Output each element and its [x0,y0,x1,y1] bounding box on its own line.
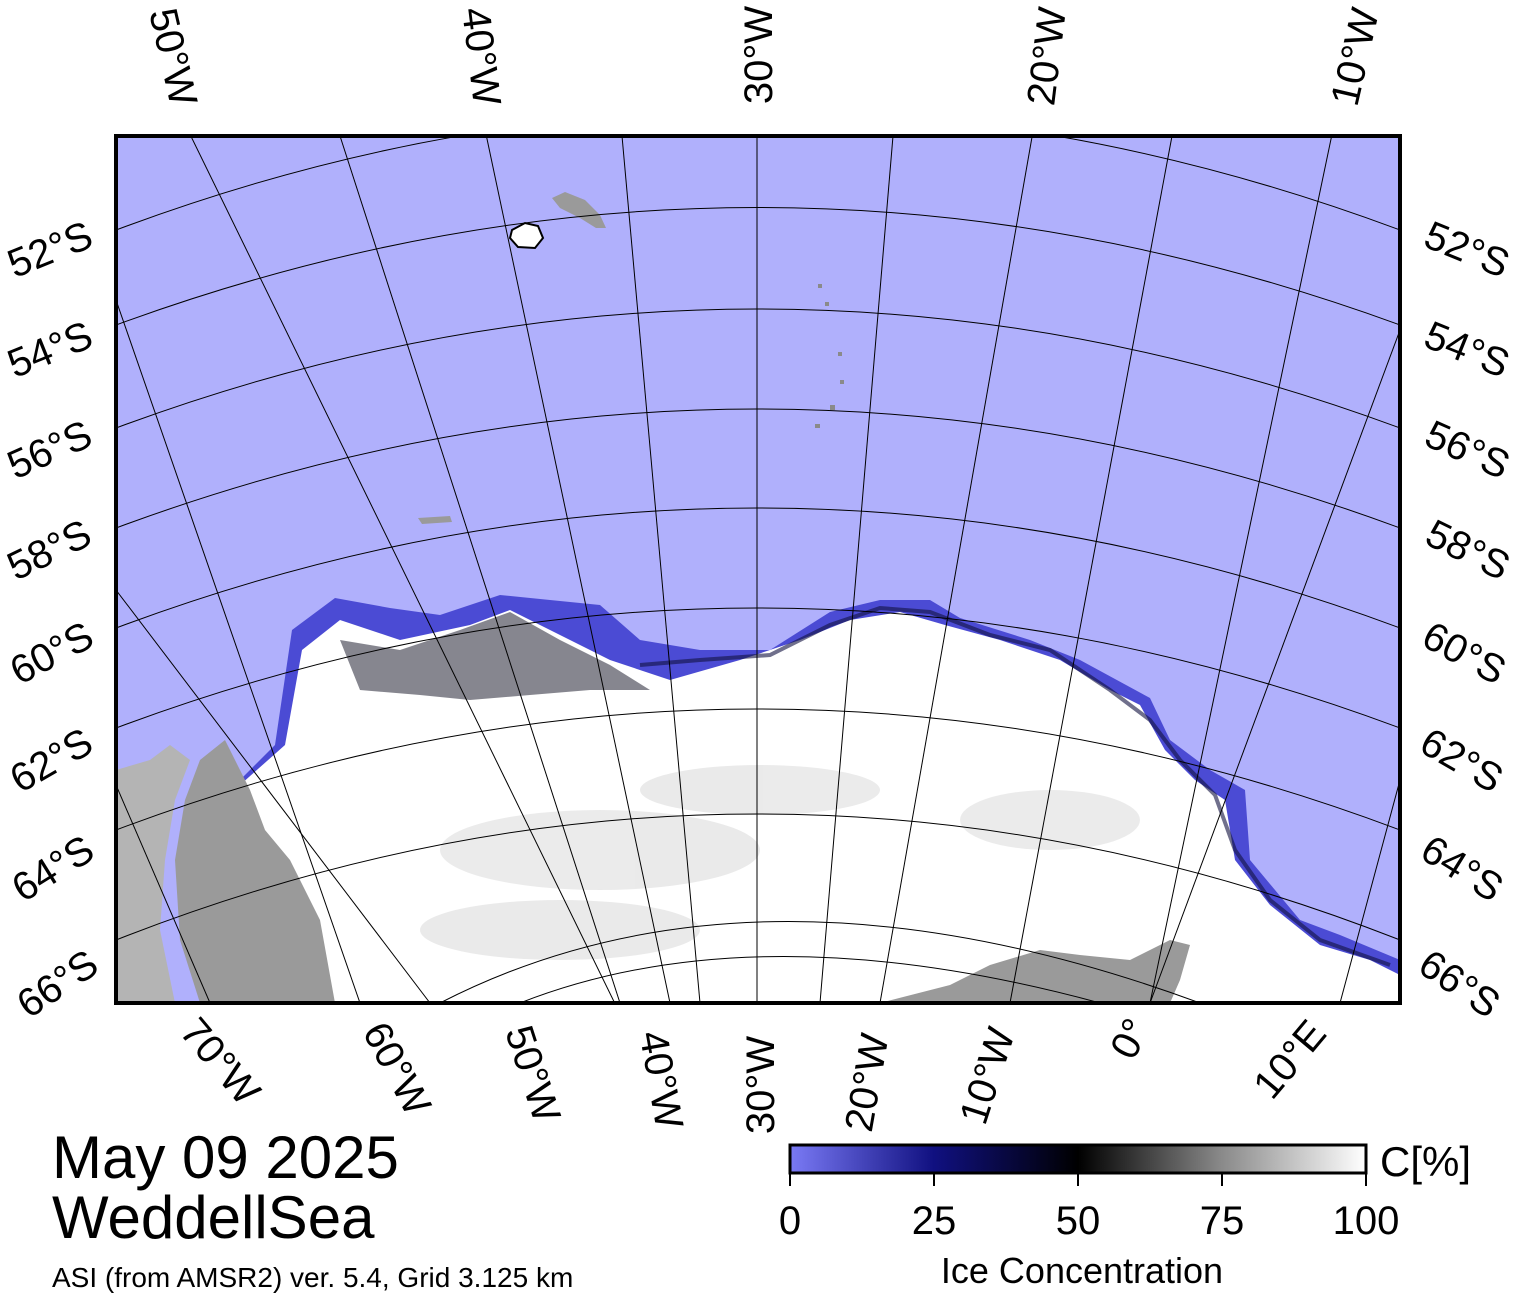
left-lat-label: 64°S [4,827,101,911]
bottom-lon-label: 10°W [952,1022,1024,1129]
data-source: ASI (from AMSR2) ver. 5.4, Grid 3.125 km [52,1262,574,1293]
colorbar: C[%] 0 25 50 75 100 Ice Concentration [779,1138,1471,1291]
left-lat-label: 56°S [1,412,99,488]
bottom-lon-label: 50°W [496,1020,568,1127]
ice-edge-shading [639,605,1391,967]
right-lat-label: 66°S [1411,942,1508,1027]
colorbar-title: Ice Concentration [941,1250,1223,1291]
top-lon-label: 50°W [140,4,205,110]
left-lat-label: 58°S [0,511,98,589]
map-date: May 09 2025 [52,1124,399,1191]
bottom-lon-label: 40°W [631,1028,691,1133]
south-georgia-ice [508,221,545,250]
right-lat-label: 52°S [1418,213,1514,286]
map-frame-content [116,136,1400,1003]
bottom-lon-label: 30°W [739,1036,783,1134]
antarctic-continent [880,940,1190,1003]
bottom-lon-label: 10°E [1245,1012,1335,1107]
colorbar-ticks [789,1173,1367,1186]
top-lon-label: 30°W [737,6,781,104]
south-sandwich-islands [815,284,844,428]
left-latitude-labels: 52°S 54°S 56°S 58°S 60°S 62°S 64°S 66°S [0,213,106,1027]
marginal-ice-zone [340,612,650,700]
colorbar-tick-label: 50 [1056,1199,1101,1243]
top-lon-label: 20°W [1019,5,1075,108]
bottom-lon-label: 60°W [354,1015,439,1123]
right-latitude-labels: 52°S 54°S 56°S 58°S 60°S 62°S 64°S 66°S [1411,213,1514,1027]
left-lat-label: 66°S [9,942,106,1027]
left-lat-label: 60°S [3,614,101,694]
south-georgia [552,192,606,228]
colorbar-tick-label: 75 [1200,1199,1245,1243]
bottom-longitude-labels: 70°W 60°W 50°W 40°W 30°W 20°W 10°W 0° 10… [172,1010,1335,1135]
top-lon-label: 40°W [453,5,509,108]
right-lat-label: 64°S [1413,827,1510,911]
left-lat-label: 54°S [1,313,98,386]
right-lat-label: 62°S [1413,720,1510,802]
right-lat-label: 60°S [1415,614,1513,694]
right-lat-label: 56°S [1419,412,1514,488]
left-lat-label: 52°S [1,213,98,286]
bottom-lon-label: 0° [1102,1012,1159,1066]
colorbar-unit: C[%] [1380,1138,1471,1185]
ice-texture [420,765,1140,960]
graticule [116,136,1400,1003]
map-frame [114,134,1402,1005]
colorbar-tick-label: 100 [1333,1199,1400,1243]
sea-ice-pack [240,610,1400,1003]
antarctic-peninsula [175,740,335,1003]
south-orkney-islands [418,516,452,524]
top-lon-label: 10°W [1323,4,1388,110]
top-longitude-labels: 50°W 40°W 30°W 20°W 10°W [140,4,1388,110]
map-region: WeddellSea [52,1184,375,1251]
left-lat-label: 62°S [3,720,100,802]
bottom-lon-label: 70°W [172,1010,269,1114]
colorbar-tick-label: 0 [779,1199,801,1243]
right-lat-label: 54°S [1418,313,1514,386]
colorbar-tick-label: 25 [912,1199,957,1243]
bottom-lon-label: 20°W [837,1030,897,1135]
right-lat-label: 58°S [1419,511,1514,589]
colorbar-gradient [788,1143,1368,1175]
